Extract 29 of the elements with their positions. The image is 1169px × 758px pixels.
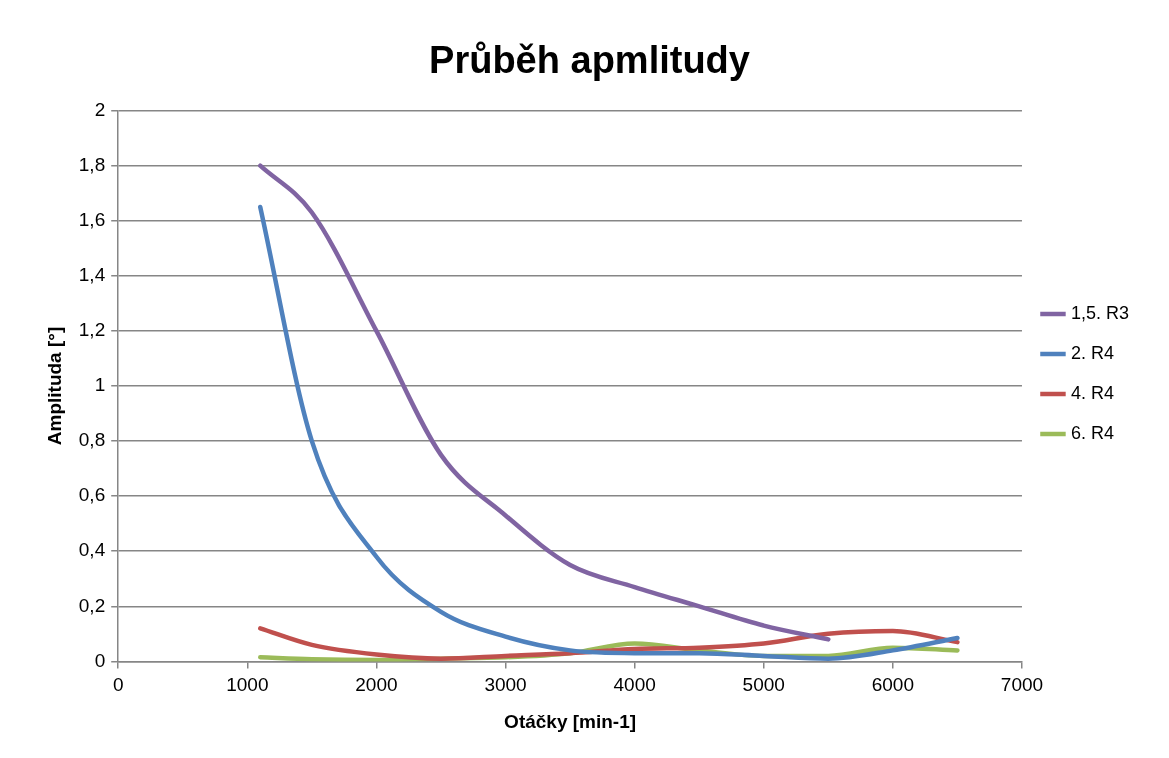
x-tick-label: 6000 [871,674,914,696]
legend-label: 6. R4 [1070,422,1114,443]
y-tick-label: 1,2 [78,319,106,341]
x-tick-label: 5000 [742,674,785,696]
y-tick-label: 0,2 [78,594,106,616]
line-series [257,626,960,661]
chart-title: Průběh apmlitudy [429,39,750,82]
legend-label: 2. R4 [1070,342,1114,363]
y-tick-label: 0,8 [78,429,106,451]
line-series [257,163,831,642]
x-tick-label: 1000 [226,674,269,696]
y-tick-label: 1,8 [78,153,106,175]
y-tick-label: 2 [94,98,106,120]
x-tick-label: 3000 [484,674,527,696]
y-tick-label: 0 [94,649,106,671]
y-tick-label: 1 [94,374,106,396]
x-tick-label: 7000 [1000,674,1044,696]
x-axis-title: Otáčky [min-1] [504,710,637,732]
y-tick-label: 1,6 [78,208,106,230]
x-tick-label: 4000 [613,674,656,696]
y-tick-label: 0,4 [78,539,106,561]
x-tick-label: 2000 [355,674,398,696]
legend-label: 4. R4 [1070,382,1114,403]
line-series [257,204,960,661]
y-tick-label: 1,4 [78,264,106,286]
x-tick-label: 0 [112,674,124,696]
y-tick-label: 0,6 [78,484,106,506]
legend-label: 1,5. R3 [1070,302,1130,323]
y-axis-title: Amplituda [°] [43,326,65,446]
